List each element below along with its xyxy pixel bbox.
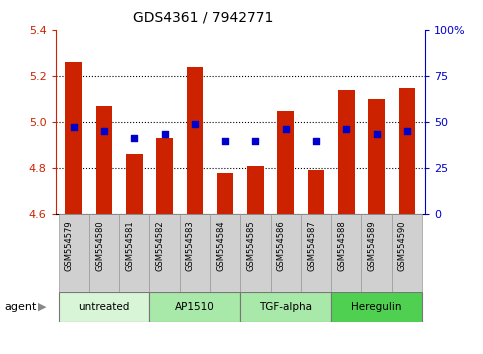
Text: TGF-alpha: TGF-alpha xyxy=(259,302,312,312)
Text: GSM554588: GSM554588 xyxy=(337,221,346,271)
Point xyxy=(161,131,169,136)
Point xyxy=(282,126,290,132)
Text: untreated: untreated xyxy=(78,302,130,312)
Text: GSM554580: GSM554580 xyxy=(95,221,104,271)
Bar xyxy=(331,214,361,292)
Bar xyxy=(301,214,331,292)
Text: GSM554584: GSM554584 xyxy=(216,221,225,271)
Bar xyxy=(331,292,422,322)
Point xyxy=(70,124,78,130)
Bar xyxy=(96,106,113,214)
Bar xyxy=(338,90,355,214)
Point xyxy=(342,126,350,132)
Text: GSM554581: GSM554581 xyxy=(125,221,134,271)
Bar xyxy=(277,110,294,214)
Bar xyxy=(126,154,142,214)
Bar xyxy=(217,173,233,214)
Bar xyxy=(58,292,149,322)
Text: Heregulin: Heregulin xyxy=(351,302,402,312)
Text: GSM554587: GSM554587 xyxy=(307,221,316,271)
Bar xyxy=(89,214,119,292)
Bar xyxy=(58,214,89,292)
Bar xyxy=(270,214,301,292)
Text: GSM554583: GSM554583 xyxy=(186,221,195,271)
Bar xyxy=(119,214,149,292)
Bar xyxy=(156,138,173,214)
Text: GSM554589: GSM554589 xyxy=(368,221,377,271)
Point xyxy=(130,135,138,141)
Bar xyxy=(65,62,82,214)
Text: GSM554582: GSM554582 xyxy=(156,221,165,271)
Text: GDS4361 / 7942771: GDS4361 / 7942771 xyxy=(133,11,273,25)
Bar xyxy=(361,214,392,292)
Point xyxy=(252,138,259,143)
Text: GSM554579: GSM554579 xyxy=(65,221,74,271)
Text: agent: agent xyxy=(5,302,37,312)
Bar xyxy=(392,214,422,292)
Bar xyxy=(398,87,415,214)
Point xyxy=(312,138,320,143)
Point xyxy=(403,129,411,134)
Text: ▶: ▶ xyxy=(38,302,46,312)
Point xyxy=(191,121,199,127)
Bar xyxy=(368,99,385,214)
Point xyxy=(100,129,108,134)
Text: AP1510: AP1510 xyxy=(175,302,215,312)
Bar xyxy=(241,214,270,292)
Bar xyxy=(210,214,241,292)
Bar xyxy=(186,67,203,214)
Text: GSM554586: GSM554586 xyxy=(277,221,286,271)
Text: GSM554590: GSM554590 xyxy=(398,221,407,271)
Bar xyxy=(149,292,241,322)
Bar xyxy=(308,170,325,214)
Text: GSM554585: GSM554585 xyxy=(246,221,256,271)
Bar xyxy=(241,292,331,322)
Bar xyxy=(247,166,264,214)
Bar xyxy=(180,214,210,292)
Bar xyxy=(149,214,180,292)
Point xyxy=(221,138,229,143)
Point xyxy=(373,131,381,136)
